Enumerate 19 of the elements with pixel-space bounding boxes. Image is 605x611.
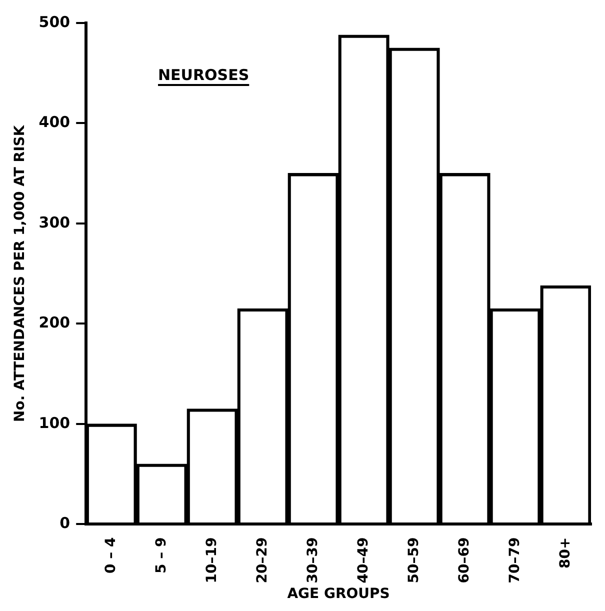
x-tick-label: 70–79 xyxy=(506,537,523,584)
x-axis-title: AGE GROUPS xyxy=(287,586,390,602)
x-tick-label: 80+ xyxy=(557,537,574,568)
annotation: NEUROSES xyxy=(158,66,250,84)
y-tick-label: 0 xyxy=(60,514,70,532)
x-tick-label: 60–69 xyxy=(456,537,472,584)
y-axis-title: No. ATTENDANCES PER 1,000 AT RISK xyxy=(12,124,28,422)
y-tick-label: 500 xyxy=(38,12,70,31)
x-tick-label: 40–49 xyxy=(355,537,372,584)
y-tick-label: 300 xyxy=(38,213,70,232)
x-tick-label: 10–19 xyxy=(204,537,220,584)
x-tick-label: 30–39 xyxy=(304,537,321,584)
x-tick-label: 5 – 9 xyxy=(153,537,170,574)
y-tick-label: 100 xyxy=(38,414,70,432)
y-tick-label: 200 xyxy=(38,314,70,332)
x-tick-label: 50–59 xyxy=(406,537,422,584)
y-tick-label: 400 xyxy=(38,113,70,132)
x-tick-label: 0 – 4 xyxy=(102,536,119,574)
x-tick-label: 20–29 xyxy=(254,537,270,584)
